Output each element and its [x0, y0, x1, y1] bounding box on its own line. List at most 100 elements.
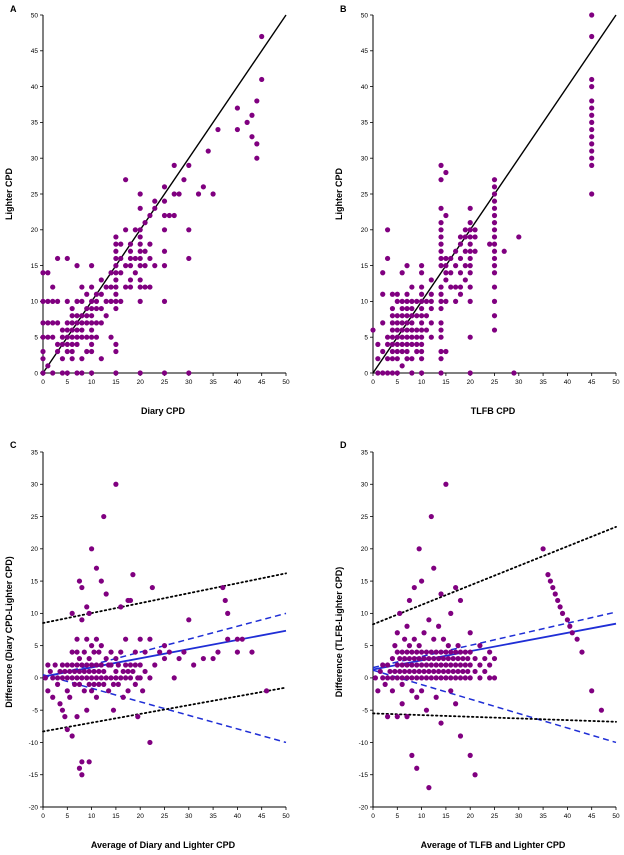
panel-c-letter: C	[10, 440, 17, 450]
panel-d-data-point	[399, 681, 405, 687]
panel-b-y-tick-label-35: 35	[361, 120, 369, 127]
panel-a-data-point	[45, 363, 51, 369]
panel-d-data-point	[409, 649, 415, 655]
panel-d-data-point	[574, 636, 580, 642]
panel-c-data-point	[86, 681, 92, 687]
panel-a-data-point	[127, 255, 134, 262]
panel-b-data-point	[389, 341, 396, 347]
panel-b-data-point	[491, 263, 498, 269]
panel-d-data-point	[372, 675, 379, 681]
panel-a-data-point	[254, 141, 260, 147]
panel-b-data-point	[428, 291, 434, 297]
panel-d-data-point	[431, 636, 437, 642]
panel-b-x-tick-label-50: 50	[612, 379, 620, 386]
panel-c-data-point	[101, 668, 107, 675]
panel-a-data-point	[137, 298, 143, 304]
panel-b-data-point	[457, 291, 464, 297]
panel-b-x-tick-label-30: 30	[515, 379, 523, 386]
panel-b-data-point	[457, 241, 464, 247]
panel-b-data-point	[438, 255, 444, 262]
panel-a-data-point	[113, 370, 119, 376]
panel-b-data-point	[467, 263, 473, 269]
panel-a-data-point	[249, 134, 255, 140]
panel-d-data-point	[401, 668, 408, 675]
panel-d-data-point	[433, 662, 439, 668]
panel-b-data-point	[380, 370, 386, 376]
panel-d-data-point	[457, 662, 464, 668]
panel-a-data-point	[171, 212, 177, 219]
panel-a-data-point	[98, 291, 104, 297]
panel-c-data-point	[142, 668, 148, 675]
panel-b-data-point	[380, 348, 386, 355]
panel-a-data-point	[152, 205, 158, 211]
panel-a-data-point	[132, 255, 138, 262]
panel-c-data-point	[52, 662, 58, 668]
panel-a-x-tick-label-45: 45	[258, 379, 266, 386]
panel-b-y-tick-label-15: 15	[361, 263, 369, 270]
panel-c-data-point	[98, 675, 104, 681]
panel-a-data-point	[249, 112, 255, 118]
panel-b-x-tick-label-20: 20	[467, 379, 475, 386]
panel-b-data-point	[380, 270, 386, 276]
panel-d-data-point	[438, 662, 444, 668]
panel-d-data-point	[443, 481, 449, 487]
panel-c-data-point	[96, 668, 102, 675]
panel-c-data-point	[125, 688, 131, 694]
panel-c-data-point	[45, 688, 51, 694]
panel-b-data-point	[419, 298, 425, 304]
panel-a-y-tick-label-30: 30	[31, 156, 39, 163]
panel-a-y-tick-label-0: 0	[34, 370, 38, 377]
panel-b-data-point	[409, 298, 415, 304]
panel-c-data-point	[98, 578, 104, 584]
panel-a-data-point	[59, 370, 66, 376]
panel-a-x-tick-label-50: 50	[282, 379, 290, 386]
panel-c-x-tick-label-20: 20	[137, 813, 145, 820]
panel-d-data-point	[431, 655, 437, 662]
panel-a-data-point	[113, 284, 119, 290]
panel-d-data-point	[414, 662, 420, 668]
panel-c-data-point	[96, 681, 102, 687]
panel-a-data-point	[166, 212, 172, 219]
panel-b-data-point	[491, 184, 498, 190]
panel-c-data-point	[161, 643, 168, 649]
panel-d-data-point	[404, 649, 410, 655]
panel-b-data-point	[389, 327, 396, 333]
panel-b-data-point	[389, 334, 396, 340]
panel-d-data-point	[431, 565, 437, 571]
panel-c-data-point	[91, 668, 97, 675]
panel-a-data-point	[89, 298, 95, 304]
panel-d-data-point	[472, 668, 478, 675]
panel-a-data-point	[74, 341, 80, 347]
panel-a-data-point	[137, 227, 143, 233]
panel-b-data-point	[419, 348, 425, 355]
panel-c-data-point	[69, 733, 75, 739]
panel-c-data-point	[108, 649, 114, 655]
panel-b-data-point	[404, 341, 410, 347]
panel-d-data-point	[389, 655, 396, 662]
panel-d-data-point	[416, 655, 422, 662]
panel-c-data-point	[125, 668, 131, 675]
panel-c-data-point	[220, 584, 226, 591]
panel-a-x-tick-label-20: 20	[137, 379, 145, 386]
panel-b-data-point	[448, 284, 454, 290]
panel-a-x-tick-label-35: 35	[209, 379, 217, 386]
panel-d-data-point	[433, 675, 439, 681]
panel-c-data-point	[115, 662, 121, 668]
panel-d-data-point	[462, 675, 468, 681]
panel-a-x-tick-label-30: 30	[185, 379, 193, 386]
panel-a-data-point	[69, 341, 75, 347]
panel-b-data-point	[394, 334, 400, 340]
panel-d-data-point	[406, 655, 413, 662]
panel-b-data-point	[589, 148, 595, 154]
panel-c-data-point	[98, 643, 104, 649]
panel-a-data-point	[93, 320, 100, 326]
panel-c-x-tick-label-30: 30	[185, 813, 193, 820]
panel-c-data-point	[67, 668, 73, 675]
panel-a-data-point	[152, 263, 158, 269]
panel-b-y-tick-label-50: 50	[361, 12, 369, 19]
panel-d-data-point	[394, 649, 400, 655]
panel-a-letter: A	[10, 4, 17, 14]
panel-c-data-point	[110, 707, 117, 713]
panel-b-data-point	[467, 284, 473, 290]
panel-c-data-point	[115, 681, 121, 687]
